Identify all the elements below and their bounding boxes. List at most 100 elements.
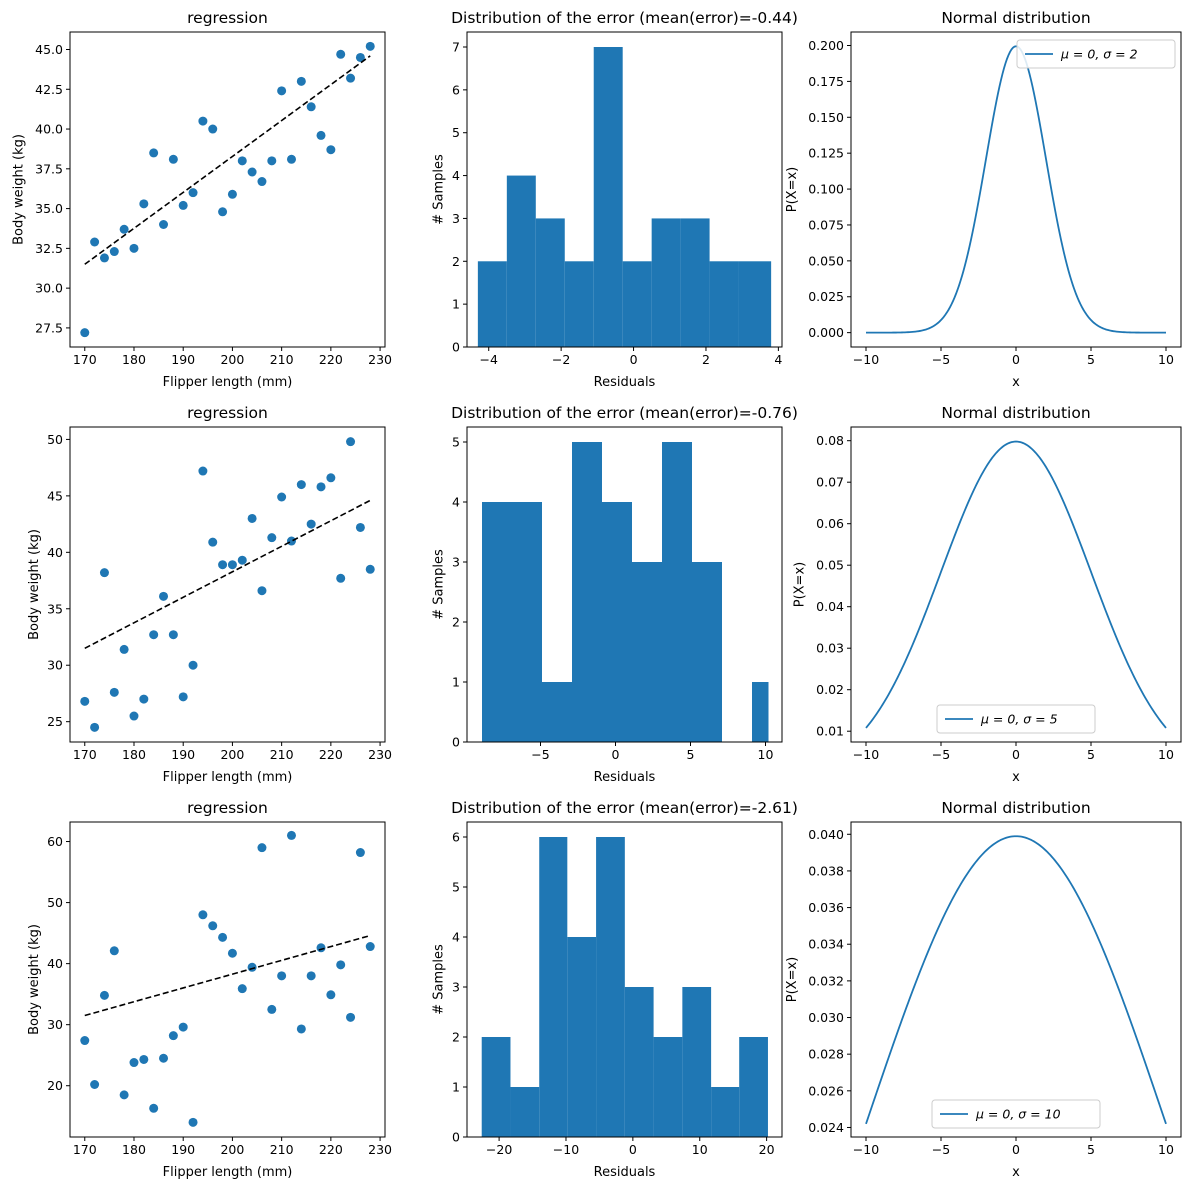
- x-tick-label: 230: [368, 747, 392, 762]
- legend: μ = 0, σ = 2: [1016, 39, 1176, 69]
- axes-frame: [850, 426, 1182, 743]
- scatter-point: [267, 1004, 277, 1014]
- y-tick-label: 42.5: [35, 82, 63, 97]
- norm-2-panel: −10 −5 0 5 10 0.01 0.02 0.03 0.04 0.05 0.06 0.07 0.0…: [793, 404, 1182, 785]
- y-axis-label: # Samples: [431, 944, 446, 1015]
- hist-bar: [535, 218, 565, 347]
- hist-bar: [632, 562, 662, 742]
- scatter-point: [286, 154, 296, 164]
- chart-title: regression: [187, 9, 268, 27]
- scatter-point: [129, 243, 139, 253]
- x-tick-label: 10: [1158, 352, 1174, 367]
- hist-1-panel: −4 −2 0 2 4 0 1 2 3 4 5 6 7 Distribution of the error…: [431, 9, 798, 390]
- scatter-point: [267, 533, 277, 543]
- y-tick-label: 0.024: [808, 1120, 844, 1135]
- x-tick-label: 210: [270, 1142, 294, 1157]
- axes-frame: [466, 821, 783, 1138]
- norm-2-plot-area: [865, 440, 1167, 729]
- scatter-point: [296, 480, 306, 490]
- scatter-point: [178, 1022, 188, 1032]
- scatter-point: [99, 568, 109, 578]
- scatter-point: [198, 466, 208, 476]
- scatter-point: [208, 537, 218, 547]
- scatter-point: [168, 154, 178, 164]
- y-tick-label: 4: [452, 930, 460, 945]
- x-tick-label: 180: [122, 352, 146, 367]
- scatter-point: [247, 513, 257, 523]
- hist-bar: [653, 1037, 683, 1137]
- hist-bar: [506, 175, 536, 347]
- scatter-point: [139, 199, 149, 209]
- x-tick-label: −10: [853, 1142, 879, 1157]
- hist-bar: [482, 502, 512, 742]
- scatter-point: [346, 1012, 356, 1022]
- x-tick-label: 180: [122, 747, 146, 762]
- y-tick-label: 45.0: [35, 42, 63, 57]
- y-tick-label: 0.01: [816, 724, 844, 739]
- x-tick-label: 230: [368, 1142, 392, 1157]
- x-axis-label: Residuals: [594, 375, 656, 390]
- axes-frame: [466, 426, 783, 743]
- pdf-curve: [866, 45, 1166, 334]
- y-tick-label: 0.07: [816, 475, 844, 490]
- scatter-point: [198, 116, 208, 126]
- y-tick-label: 0.125: [808, 146, 844, 161]
- hist-bar: [709, 261, 739, 347]
- x-axis-label: Flipper length (mm): [163, 770, 293, 785]
- x-tick-label: 0: [1012, 352, 1020, 367]
- x-axis-label: Flipper length (mm): [163, 375, 293, 390]
- y-tick-label: 0: [452, 1130, 460, 1145]
- y-tick-label: 3: [452, 555, 460, 570]
- x-tick-label: 200: [220, 1142, 244, 1157]
- legend: μ = 0, σ = 5: [936, 704, 1096, 734]
- y-tick-label: 5: [452, 880, 460, 895]
- y-tick-label: 3: [452, 211, 460, 226]
- x-axis-label: Flipper length (mm): [163, 1165, 293, 1180]
- reg-3-plot-area: [80, 830, 375, 1127]
- scatter-point: [296, 76, 306, 86]
- axes-frame: [69, 426, 386, 743]
- y-tick-label: 0.150: [808, 110, 844, 125]
- x-tick-label: −10: [853, 352, 879, 367]
- scatter-point: [316, 943, 326, 953]
- x-tick-label: 5: [1087, 747, 1095, 762]
- x-tick-label: 190: [171, 1142, 195, 1157]
- y-tick-label: 2: [452, 1030, 460, 1045]
- y-tick-label: 35: [47, 601, 63, 616]
- y-tick-label: 0.100: [808, 182, 844, 197]
- hist-bar: [752, 682, 769, 742]
- scatter-point: [109, 687, 119, 697]
- norm-1-plot-area: [866, 45, 1166, 334]
- scatter-point: [237, 156, 247, 166]
- scatter-point: [326, 145, 336, 155]
- scatter-point: [99, 990, 109, 1000]
- fit-line: [84, 499, 371, 650]
- x-tick-label: 10: [1158, 1142, 1174, 1157]
- y-tick-label: 0.032: [808, 973, 844, 988]
- y-tick-label: 1: [452, 675, 460, 690]
- hist-bar: [539, 837, 568, 1137]
- norm-3-plot-area: [865, 835, 1167, 1125]
- axes-frame: [69, 821, 386, 1138]
- scatter-point: [178, 692, 188, 702]
- x-tick-label: −10: [853, 747, 879, 762]
- scatter-point: [336, 573, 346, 583]
- legend-label: μ = 0, σ = 2: [1060, 47, 1138, 62]
- y-tick-label: 30: [47, 658, 63, 673]
- scatter-point: [365, 564, 375, 574]
- y-tick-label: 1: [452, 1080, 460, 1095]
- scatter-point: [208, 124, 218, 134]
- scatter-point: [365, 41, 375, 51]
- y-tick-label: 25: [47, 714, 63, 729]
- scatter-point: [80, 696, 90, 706]
- y-tick-label: 2: [452, 615, 460, 630]
- y-tick-label: 30.0: [35, 281, 63, 296]
- y-tick-label: 0: [452, 340, 460, 355]
- y-tick-label: 5: [452, 435, 460, 450]
- scatter-point: [119, 1090, 129, 1100]
- x-axis-label: Residuals: [594, 770, 656, 785]
- scatter-point: [316, 130, 326, 140]
- axes-frame: [466, 31, 783, 348]
- y-axis-label: # Samples: [431, 549, 446, 620]
